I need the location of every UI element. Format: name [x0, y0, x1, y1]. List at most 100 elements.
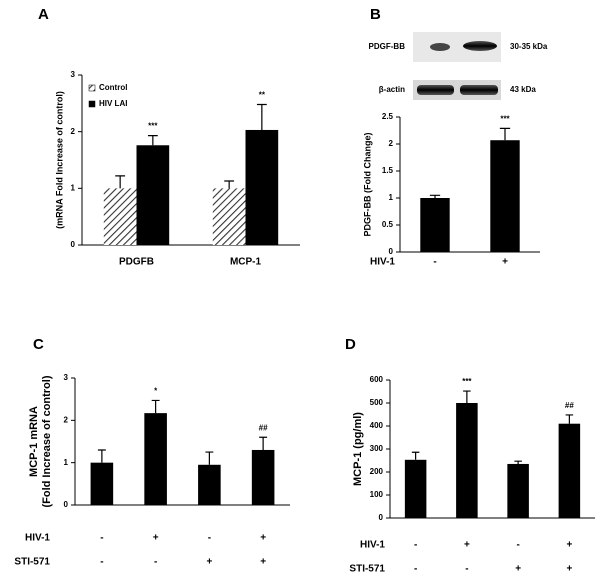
condition-value: + [502, 257, 508, 268]
bar [212, 188, 246, 245]
condition-value: - [516, 540, 519, 551]
bar [90, 462, 114, 505]
condition-value: + [566, 540, 572, 551]
y-tick-label: 1.5 [382, 166, 394, 175]
blot-label: β-actin [379, 85, 405, 94]
blot-band [463, 41, 497, 51]
blot-size: 43 kDa [510, 85, 536, 94]
annotation: ** [259, 91, 266, 100]
condition-value: - [465, 564, 468, 575]
annotation: * [154, 387, 158, 396]
y-tick-label: 0 [379, 513, 384, 522]
blot-band [430, 43, 450, 51]
y-axis-label: PDGF-BB (Fold Change) [362, 133, 372, 237]
panel-label: D [345, 336, 356, 353]
error-bar [224, 180, 235, 189]
y-tick-label: 0 [71, 240, 76, 249]
condition-label: HIV-1 [370, 257, 395, 268]
y-tick-label: 2.5 [382, 112, 394, 121]
blot-size: 30-35 kDa [510, 42, 548, 51]
condition-value: + [464, 540, 470, 551]
annotation: *** [462, 377, 472, 386]
condition-value: + [206, 557, 212, 568]
condition-value: - [208, 533, 211, 544]
y-tick-label: 1 [389, 193, 394, 202]
annotation: ## [259, 423, 268, 432]
blot-band [417, 85, 454, 95]
blot-label: PDGF-BB [369, 42, 406, 51]
error-bar [115, 175, 126, 189]
condition-value: + [260, 557, 266, 568]
bar [404, 459, 427, 518]
annotation: *** [500, 114, 510, 123]
bar [420, 198, 450, 252]
annotation: ## [565, 401, 574, 410]
y-tick-label: 200 [370, 467, 384, 476]
bar [456, 403, 478, 518]
legend-swatch [88, 84, 96, 92]
error-bar [565, 414, 574, 424]
x-tick-label: PDGFB [119, 257, 154, 268]
error-bar [151, 399, 160, 414]
error-bar [429, 194, 441, 198]
condition-value: - [414, 540, 417, 551]
y-tick-label: 2 [64, 415, 69, 424]
y-tick-label: 100 [370, 490, 384, 499]
legend-swatch [88, 100, 96, 108]
condition-value: - [100, 557, 103, 568]
y-tick-label: 2 [389, 139, 394, 148]
panel-label: C [33, 336, 44, 353]
panel-label: B [370, 6, 381, 23]
condition-value: - [100, 533, 103, 544]
y-tick-label: 500 [370, 398, 384, 407]
condition-label: STI-571 [14, 557, 50, 568]
annotation: *** [148, 122, 158, 131]
legend-label: Control [99, 83, 127, 92]
condition-value: + [153, 533, 159, 544]
y-tick-label: 0 [389, 247, 394, 256]
y-axis-label: (Fold Increase of control) [41, 375, 53, 507]
y-tick-label: 3 [64, 373, 69, 382]
y-axis-label: MCP-1 (pg/ml) [352, 412, 364, 486]
blot-band [460, 85, 498, 95]
y-tick-label: 0 [64, 500, 69, 509]
error-bar [147, 135, 158, 146]
y-tick-label: 1 [71, 183, 76, 192]
condition-value: - [154, 557, 157, 568]
bar [251, 449, 275, 505]
y-tick-label: 400 [370, 421, 384, 430]
bar [144, 413, 167, 505]
y-axis-label: (mRNA Fold Increase of control) [54, 91, 64, 229]
bar [558, 423, 581, 518]
condition-value: + [260, 533, 266, 544]
error-bar [259, 436, 268, 450]
error-bar [514, 460, 522, 464]
condition-label: HIV-1 [360, 540, 385, 551]
condition-value: - [433, 257, 436, 268]
bar [198, 464, 221, 505]
error-bar [463, 390, 471, 403]
panel-label: A [38, 6, 49, 23]
y-tick-label: 0.5 [382, 220, 394, 229]
error-bar [97, 449, 106, 463]
y-axis-label: MCP-1 mRNA [28, 406, 40, 477]
condition-value: + [515, 564, 521, 575]
condition-value: - [414, 564, 417, 575]
x-tick-label: MCP-1 [230, 257, 262, 268]
bar [103, 188, 137, 245]
y-tick-label: 1 [64, 458, 69, 467]
error-bar [411, 451, 420, 460]
y-tick-label: 600 [370, 375, 384, 384]
y-tick-label: 2 [71, 127, 76, 136]
bar [490, 140, 520, 252]
legend-label: HIV LAI [99, 99, 127, 108]
bar [507, 463, 529, 518]
condition-label: HIV-1 [25, 533, 50, 544]
condition-label: STI-571 [349, 564, 385, 575]
y-tick-label: 300 [370, 444, 384, 453]
error-bar [256, 103, 267, 130]
error-bar [499, 127, 511, 141]
condition-value: + [566, 564, 572, 575]
y-tick-label: 3 [71, 70, 76, 79]
